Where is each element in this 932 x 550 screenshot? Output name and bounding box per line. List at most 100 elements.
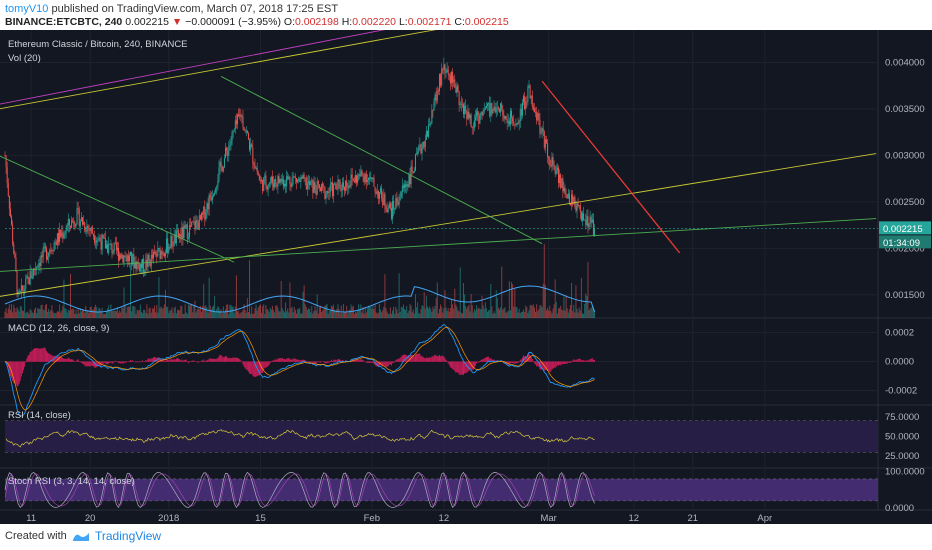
candle-body [392,200,394,219]
macd-histogram-bar [226,356,228,362]
volume-bar [500,307,502,318]
candle-body [303,174,305,179]
macd-histogram-bar [434,354,436,362]
candle-body [552,157,554,165]
volume-bar [220,309,222,318]
macd-histogram-bar [123,361,125,364]
price-tick-label: 0.002000 [885,243,925,254]
volume-bar [116,307,118,318]
volume-bar [538,309,540,318]
candle-body [15,256,17,272]
candle-body [50,249,52,251]
macd-histogram-bar [393,361,395,363]
macd-histogram-bar [361,359,363,362]
macd-histogram-bar [48,353,50,362]
macd-histogram-bar [23,361,25,371]
candle-body [501,103,503,110]
volume-bar [253,313,255,318]
candle-body [151,254,153,259]
candle-body [527,86,529,102]
macd-histogram-bar [42,347,44,362]
volume-bar [321,311,323,318]
candle-body [562,178,564,192]
volume-bar [428,308,430,318]
candle-body [457,85,459,92]
stoch-band [5,478,878,501]
candle-body [310,182,312,186]
macd-histogram-bar [64,358,66,362]
volume-bar [477,308,479,318]
volume-bar [168,312,170,318]
macd-histogram-bar [571,360,573,362]
candle-body [349,185,351,187]
volume-bar [366,308,368,318]
chart-canvas[interactable]: 11 20 2018 15 Feb 12 Mar 12 21 Apr0.0040000.00350… [0,30,932,524]
candle-body [292,176,294,179]
volume-bar [151,308,153,318]
candle-body [461,104,463,106]
volume-bar [473,308,475,318]
macd-histogram-bar [549,361,551,372]
candles-group [4,57,595,298]
candle-body [26,276,28,279]
candle-body [354,175,356,183]
candle-body [108,243,110,254]
volume-bar [51,305,53,318]
stoch-rsi-pane-title: Stoch RSI (3, 3, 14, 14, close) [8,476,135,487]
volume-bar [363,313,365,318]
candle-body [319,187,321,192]
volume-bar [252,313,254,318]
macd-histogram-bar [28,354,30,362]
macd-histogram-bar [77,359,79,362]
macd-histogram-bar [167,359,169,362]
volume-bar [488,310,490,318]
volume-bar [353,313,355,318]
candle-body [235,120,237,125]
macd-histogram-bar [588,360,590,362]
macd-histogram-bar [371,361,373,363]
candle-body [223,158,225,168]
candle-body [110,243,112,245]
candle-body [114,242,116,244]
candle-body [376,191,378,194]
x-tick-label: Feb [364,513,380,524]
chart-area[interactable]: 11 20 2018 15 Feb 12 Mar 12 21 Apr 0.004000 0.00350… [0,30,932,524]
macd-histogram-bar [144,361,146,363]
volume-bar [426,306,428,318]
macd-histogram-bar [572,360,574,362]
volume-bar [130,263,132,318]
last-price-badge-text: 0.002215 [883,224,923,235]
macd-histogram-bar [287,358,289,362]
volume-bar [506,311,508,318]
volume-bar [188,305,190,318]
volume-bar [170,309,172,318]
candle-body [199,215,201,220]
volume-bar [205,305,207,318]
high-label: H: [341,16,353,28]
volume-bar [464,294,466,318]
macd-histogram-bar [252,361,254,376]
macd-histogram-bar [489,358,491,362]
volume-bar [299,307,301,318]
macd-histogram-bar [426,358,428,362]
macd-histogram-bar [444,358,446,362]
volume-bar [53,313,55,318]
candle-body [517,122,519,124]
macd-histogram-bar [583,360,585,362]
macd-histogram-bar [210,358,212,362]
candle-body [7,183,9,196]
macd-histogram-bar [125,361,127,363]
volume-bar [271,305,273,318]
macd-histogram-bar [430,357,432,362]
candle-body [78,208,80,227]
macd-histogram-bar [127,361,129,363]
volume-bar [471,305,473,318]
volume-bar [98,307,100,318]
candle-body [346,180,348,187]
volume-bar [568,309,570,318]
tradingview-brand[interactable]: TradingView [95,529,162,543]
macd-histogram-bar [135,361,137,363]
macd-histogram-bar [525,355,527,362]
candle-body [219,161,221,168]
author-link[interactable]: tomyV10 [5,3,49,15]
